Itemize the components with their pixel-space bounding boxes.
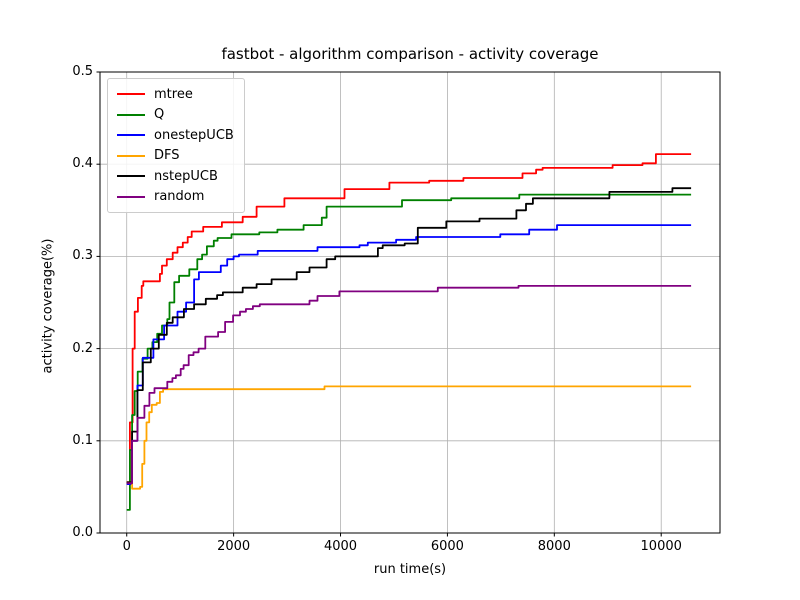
legend-line-swatch: [117, 175, 145, 178]
legend-label: DFS: [154, 148, 180, 164]
legend-item-mtree: mtree: [117, 84, 234, 105]
series-line-DFS: [126, 385, 692, 490]
y-tick-label: 0.4: [72, 156, 93, 172]
legend-item-nstepUCB: nstepUCB: [117, 166, 234, 187]
x-tick-label: 6000: [430, 539, 464, 554]
chart-title: fastbot - algorithm comparison - activit…: [221, 45, 599, 63]
y-tick-label: 0.3: [72, 248, 93, 264]
y-tick-label: 0.0: [72, 525, 93, 540]
series-line-nstepUCB: [126, 187, 692, 484]
series-line-Q: [126, 193, 692, 511]
x-tick-label: 4000: [323, 539, 358, 554]
legend-item-Q: Q: [117, 105, 234, 126]
legend-line-swatch: [117, 154, 145, 157]
legend-item-DFS: DFS: [117, 146, 234, 167]
legend-label: Q: [154, 107, 165, 123]
series-line-random: [126, 285, 692, 485]
legend-item-onestepUCB: onestepUCB: [117, 125, 234, 146]
y-tick-label: 0.5: [72, 64, 93, 79]
y-tick-label: 0.2: [72, 340, 93, 356]
series-line-mtree: [126, 153, 692, 484]
legend-label: random: [154, 189, 205, 205]
series-line-onestepUCB: [126, 224, 692, 485]
legend-line-swatch: [117, 113, 145, 116]
y-axis-label: activity coverage(%): [40, 238, 56, 374]
legend-line-swatch: [117, 93, 145, 96]
legend-line-swatch: [117, 195, 145, 198]
x-tick-label: 10000: [640, 539, 682, 554]
legend-label: nstepUCB: [154, 168, 218, 184]
x-tick-label: 8000: [537, 539, 571, 554]
x-tick-label: 2000: [217, 539, 251, 554]
x-axis-label: run time(s): [373, 562, 447, 577]
legend-item-random: random: [117, 187, 234, 208]
legend-label: mtree: [154, 86, 193, 102]
legend-line-swatch: [117, 134, 145, 137]
axes-spines: [99, 71, 721, 534]
x-tick-label: 0: [122, 539, 131, 554]
y-tick-label: 0.1: [72, 432, 93, 448]
legend-label: onestepUCB: [154, 127, 234, 143]
